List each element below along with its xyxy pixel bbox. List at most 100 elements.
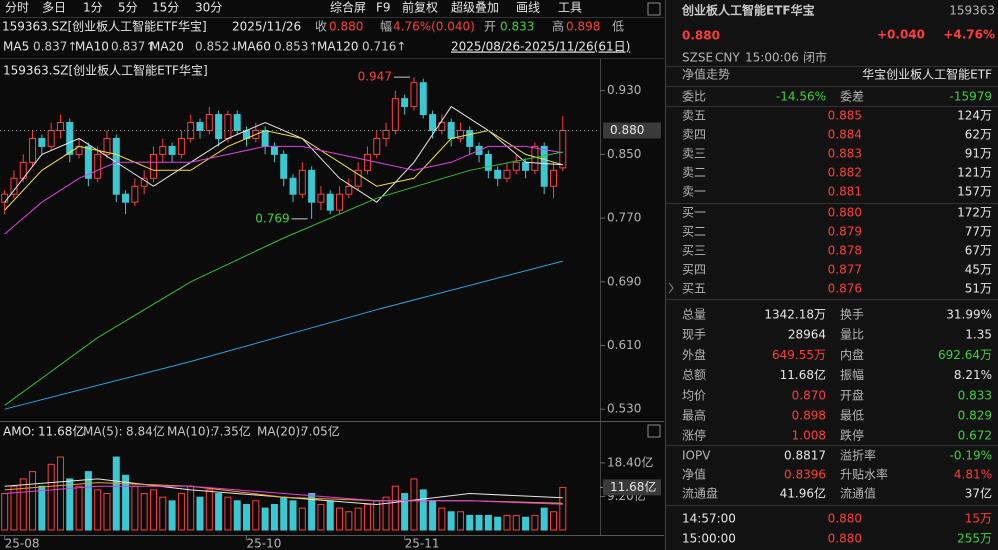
row-label: 总额 [682,368,706,382]
row-label: 卖一 [682,185,706,199]
row-label: IOPV [682,449,711,463]
row-value: -15979 [949,90,992,104]
annotation: 0.769 [255,211,289,225]
row-price: 0.877 [828,263,862,277]
y-tick-label: 0.930 [607,83,641,97]
candle-body [494,169,502,179]
row-price: 0.884 [828,128,862,142]
candle-body [38,137,46,147]
y-tick-label: 0.850 [607,147,641,161]
ma-line [4,260,563,410]
row-label: 换手 [840,308,864,322]
volume-bar [243,503,251,531]
row-value: 28964 [788,328,826,342]
last-price-box [603,122,661,139]
tab: 画线 [516,1,540,15]
volume-bar [540,507,548,531]
tab: 分时 [5,1,29,15]
volume-bar [224,496,232,531]
y-tick-label: 0.530 [607,402,641,416]
volume-bar [122,474,130,531]
last-price-label: 0.880 [610,123,644,137]
date-range[interactable]: 2025/08/26-2025/11/26(61日) [451,40,630,54]
panel-status: 闭市 [803,50,827,65]
volume-bar [298,507,306,531]
row-label: 卖四 [682,128,706,142]
candle-body [503,169,511,179]
volume-bar [382,496,390,531]
row-label: 委比 [682,90,706,104]
nav-trend[interactable]: 净值走势 [682,67,730,82]
candle-body [56,122,64,131]
tab: 多日 [42,1,66,15]
volume-bar [549,511,557,531]
ma-legend-name: MA20 [150,40,184,54]
settings-icon[interactable] [647,2,661,16]
chart-title: 159363.SZ[创业板人工智能ETF华宝] [3,63,208,78]
volume-bar [419,489,427,531]
volume-bar [354,507,362,531]
close-icon[interactable] [647,424,661,438]
volume-bar [75,485,83,531]
volume-legend-name: MA(10): [167,425,214,439]
ma-line [4,485,563,505]
row-price: 0.881 [828,185,862,199]
row-value: 31.99% [946,308,992,322]
volume-legend-value: 8.84亿 [126,424,165,439]
candle-body [512,161,520,171]
row-value: 0.870 [792,388,826,402]
row-label: 现手 [682,328,706,342]
candle-body [429,114,437,131]
volume-bar [559,486,567,531]
tab: 工具 [558,1,582,15]
volume-bar [196,496,204,531]
volume-bar [261,507,269,531]
info-change-label: 幅 [380,19,392,34]
candle-body [196,122,204,131]
info-close-label: 收 [315,20,327,34]
row-label: 卖三 [682,147,706,161]
candle-body [233,114,241,131]
x-tick-label: 25-11 [405,537,440,550]
volume-bar [149,489,157,531]
volume-bar [391,485,399,531]
row-value: 692.64万 [938,348,992,362]
row-volume: 15万 [965,512,992,526]
candle-body [522,161,530,171]
volume-legend-name: MA(20): [257,425,304,439]
volume-bar [494,516,502,531]
row-volume: 67万 [965,244,992,258]
ma-line [4,129,563,211]
candle-body [391,98,399,131]
candle-body [298,169,306,195]
tab: 综合屏 [330,0,366,15]
panel-status: 15:00:06 [745,51,799,65]
volume-bar [19,478,27,531]
volume-last: 11.68亿 [38,424,84,439]
tab: 30分 [195,1,222,15]
row-label: 卖二 [682,166,706,180]
info-symbol: 159363.SZ[创业板人工智能ETF华宝] [2,19,207,34]
fund-name: 华宝创业板人工智能ETF [862,67,992,82]
info-low-label: 低 [612,20,624,34]
row-label: 跌停 [840,428,864,443]
candle-body [484,153,492,171]
row-label: 振幅 [840,367,864,382]
volume-legend-value: 7.05亿 [301,424,340,439]
volume-bar [94,489,102,531]
row-value: -14.56% [776,90,826,104]
volume-bar [429,500,437,531]
volume-bar [503,514,511,531]
ma-legend-value: 0.852↓ [195,40,239,54]
tab: 15分 [152,1,179,15]
row-label: 开盘 [840,387,864,402]
row-label: 最高 [682,408,706,423]
row-label: 卖五 [682,109,706,123]
last-volume-label: 11.68亿 [610,479,656,494]
candle-body [280,153,288,179]
collapse-arrow[interactable] [668,282,674,294]
info-close: 0.880 [329,20,363,34]
volume-bar [345,511,353,531]
chart-bg [0,0,664,550]
tab: 1分 [83,1,103,15]
